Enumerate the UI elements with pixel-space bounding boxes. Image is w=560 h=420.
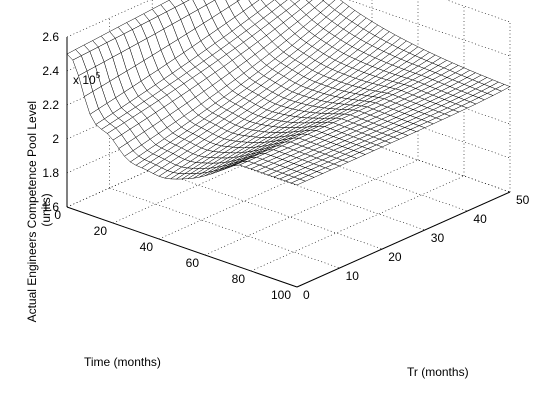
y-tick-label: 0 [303,288,310,302]
tick-labels: 1.6 1.8 2 2.2 2.4 2.6 0 20 40 60 80 100 0 10 20 30 40 50 [42,30,529,302]
floor-grid-time [158,143,373,240]
axes-box [66,37,511,288]
y-axis-label: Tr (months) [407,365,469,379]
x-tick-label: 0 [54,208,61,222]
floor-grid-time [204,159,419,256]
z-tick-label: 2.6 [42,30,59,44]
z-axis-label: Actual Engineers Competence Pool Level (… [25,98,53,323]
z-tick-label: 2.2 [42,98,59,112]
z-tick-label: 1.8 [42,166,59,180]
z-multiplier-label: x 105 [73,71,101,87]
x-axis-label: Time (months) [84,355,161,369]
wall-grid-z [66,77,281,174]
z-tick-label: 1.6 [42,200,59,214]
floor-grid-time [112,127,327,224]
y-tick-label: 40 [473,212,487,226]
x-axis-line [66,206,298,288]
y-axis-line [296,191,511,288]
y-tick-label: 30 [431,231,445,245]
floor-grid-tr [109,187,340,269]
y-tick-label: 50 [516,193,530,207]
wall-grid-z [66,0,151,38]
x-tick-label: 20 [94,224,108,238]
floor-grid-time [250,175,465,272]
z-tick-label: 2 [52,132,59,146]
x-tick-label: 100 [271,288,291,302]
surface-mesh [66,0,511,186]
z-tick-label: 2.4 [42,64,59,78]
x-tick-label: 80 [232,272,246,286]
floor-grid-tr [152,168,383,250]
y-tick-label: 10 [346,269,360,283]
x-tick-label: 40 [140,240,154,254]
mesh-cell [290,178,307,186]
x-tick-label: 60 [186,256,200,270]
y-tick-label: 20 [388,250,402,264]
wall-grid-z [66,111,281,208]
